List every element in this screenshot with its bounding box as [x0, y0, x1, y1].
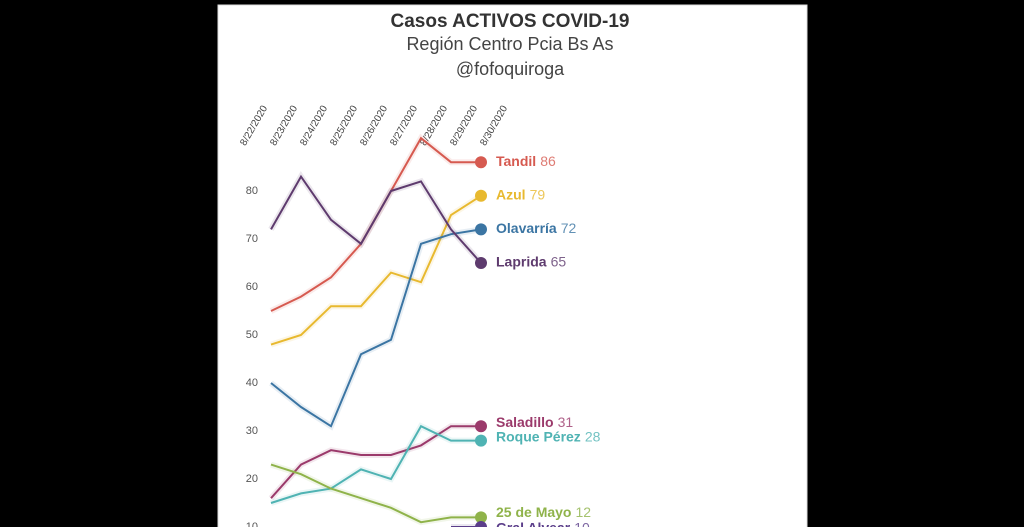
series-label: Olavarría — [496, 220, 557, 236]
end-dot — [475, 223, 487, 236]
series-value-label: 72 — [561, 220, 577, 236]
series-value-label: 31 — [558, 414, 574, 430]
end-dot — [475, 257, 487, 269]
series-value-label: 65 — [551, 254, 567, 270]
end-dot — [475, 420, 487, 433]
y-tick-label: 50 — [246, 329, 258, 341]
end-dot — [475, 434, 487, 447]
end-dot — [475, 511, 487, 524]
series-value-label: 86 — [540, 153, 556, 169]
chart-subtitle: Región Centro Pcia Bs As — [406, 34, 613, 54]
chart-title: Casos ACTIVOS COVID-19 — [391, 11, 630, 32]
end-dot — [475, 521, 487, 527]
chart-author: @fofoquiroga — [456, 59, 565, 79]
series-line — [270, 194, 482, 346]
y-tick-label: 30 — [246, 425, 258, 437]
y-tick-label: 70 — [246, 233, 258, 245]
y-tick-label: 40 — [246, 377, 258, 389]
series-value-label: 28 — [585, 428, 601, 444]
y-tick-label: 60 — [246, 281, 258, 293]
series-value-label: 79 — [530, 187, 546, 203]
series-line — [270, 425, 481, 499]
y-tick-label: 10 — [246, 521, 258, 527]
series-label: Azul — [496, 187, 526, 203]
series-line — [270, 463, 481, 524]
series-label: Gral Alvear — [496, 520, 571, 527]
series-label: 25 de Mayo — [496, 504, 571, 520]
series-line — [270, 228, 482, 428]
series-line — [270, 424, 481, 504]
series-line — [270, 174, 482, 264]
end-dot — [475, 189, 487, 202]
end-dot — [475, 156, 487, 169]
series-label: Saladillo — [496, 414, 554, 430]
series-value-label: 12 — [575, 504, 591, 520]
series-label: Laprida — [496, 254, 547, 270]
series-value-label: 10 — [574, 520, 590, 527]
series-label: Roque Pérez — [496, 428, 581, 444]
y-tick-label: 20 — [246, 473, 258, 485]
series-label: Tandil — [496, 153, 536, 169]
y-tick-label: 80 — [246, 185, 258, 197]
panel — [217, 4, 808, 527]
